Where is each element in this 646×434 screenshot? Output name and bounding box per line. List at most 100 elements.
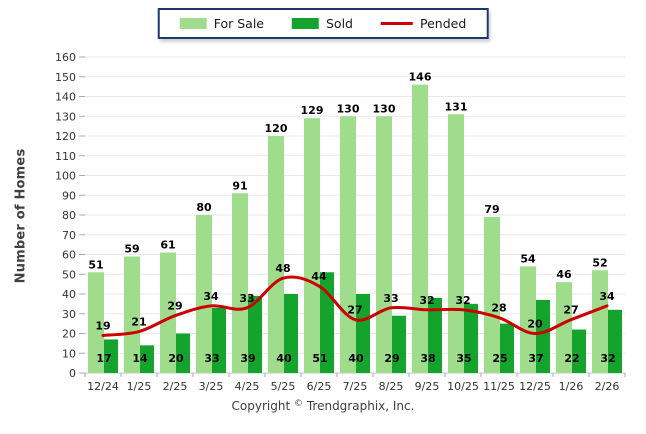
for-sale-value-label: 80 [196,201,212,214]
y-tick-label: 10 [62,347,76,360]
x-tick-label: 1/26 [559,380,584,393]
y-tick-label: 130 [55,110,76,123]
legend-label-for-sale: For Sale [213,16,264,31]
copyright-symbol-icon: © [294,399,304,409]
y-tick-label: 110 [55,150,76,163]
pended-value-label: 32 [455,294,470,307]
copyright-owner: Trendgraphix, Inc. [306,399,415,413]
sold-value-label: 20 [168,352,184,365]
bar-for-sale [124,256,140,373]
x-tick-label: 2/25 [163,380,188,393]
bar-sold [464,303,478,373]
legend-item-for-sale: For Sale [179,16,264,31]
bar-sold [104,339,118,373]
sold-value-label: 33 [204,352,219,365]
bar-sold [608,309,622,373]
y-tick-label: 150 [55,71,76,84]
for-sale-value-label: 59 [124,242,139,255]
pended-value-label: 19 [95,319,110,332]
bar-for-sale [304,118,320,373]
bar-sold [140,345,154,373]
bar-for-sale [196,215,212,373]
sold-value-label: 17 [96,352,111,365]
sold-value-label: 14 [132,352,148,365]
sold-value-label: 38 [420,352,435,365]
x-tick-label: 7/25 [343,380,368,393]
pended-line-swatch-icon [381,22,413,25]
x-tick-label: 12/24 [87,380,119,393]
y-tick-label: 140 [55,91,76,104]
for-sale-value-label: 146 [409,71,432,84]
bar-for-sale [484,216,500,373]
pended-value-label: 29 [167,300,182,313]
for-sale-swatch-icon [179,18,207,29]
y-tick-label: 60 [62,249,76,262]
y-tick-label: 70 [62,229,76,242]
bar-sold [392,315,406,373]
bar-for-sale [268,136,284,373]
bar-for-sale [232,193,248,373]
legend-label-sold: Sold [326,16,353,31]
pended-value-label: 48 [275,262,290,275]
bar-sold [572,329,586,373]
x-tick-label: 4/25 [235,380,260,393]
pended-value-label: 33 [239,292,254,305]
bar-for-sale [592,270,608,373]
bar-sold [500,323,514,373]
y-tick-label: 40 [62,288,76,301]
for-sale-value-label: 61 [160,239,175,252]
legend-item-sold: Sold [292,16,353,31]
sold-value-label: 37 [528,352,543,365]
y-tick-label: 120 [55,130,76,143]
bar-sold [176,333,190,373]
sold-value-label: 22 [564,352,579,365]
for-sale-value-label: 129 [301,104,324,117]
legend-item-pended: Pended [381,16,466,31]
y-tick-label: 30 [62,308,76,321]
pended-value-label: 44 [311,270,327,283]
sold-swatch-icon [292,18,319,29]
for-sale-value-label: 79 [484,203,499,216]
pended-value-label: 34 [203,290,219,303]
for-sale-value-label: 131 [445,100,468,113]
pended-value-label: 32 [419,294,434,307]
y-tick-label: 100 [55,170,76,183]
for-sale-value-label: 54 [520,252,536,265]
x-tick-label: 11/25 [483,380,515,393]
bar-for-sale [160,252,176,373]
for-sale-value-label: 51 [88,258,103,271]
pended-value-label: 21 [131,316,146,329]
pended-value-label: 27 [563,304,578,317]
pended-value-label: 28 [491,302,506,315]
y-tick-label: 0 [69,367,76,380]
for-sale-value-label: 52 [592,256,607,269]
pended-line [101,275,609,337]
sold-value-label: 29 [384,352,399,365]
x-tick-label: 1/25 [127,380,152,393]
sold-value-label: 39 [240,352,255,365]
legend-label-pended: Pended [420,16,467,31]
bar-for-sale [520,266,536,373]
for-sale-value-label: 120 [265,122,288,135]
for-sale-value-label: 46 [556,268,572,281]
bar-for-sale [556,282,572,373]
legend: For Sale Sold Pended [157,8,489,39]
bar-sold [428,297,442,373]
sold-value-label: 40 [276,352,292,365]
pended-value-label: 33 [383,292,398,305]
bar-sold [356,294,370,373]
bar-for-sale [448,114,464,374]
bar-for-sale [88,272,104,373]
y-tick-label: 80 [62,209,76,222]
bar-sold [248,295,262,373]
bar-sold [536,299,550,373]
copyright-prefix: Copyright [231,399,291,413]
x-tick-label: 3/25 [199,380,224,393]
for-sale-value-label: 91 [232,179,247,192]
bar-sold [284,294,298,373]
bar-for-sale [412,84,428,374]
copyright-text: Copyright © Trendgraphix, Inc. [0,399,646,413]
for-sale-value-label: 130 [337,102,360,115]
